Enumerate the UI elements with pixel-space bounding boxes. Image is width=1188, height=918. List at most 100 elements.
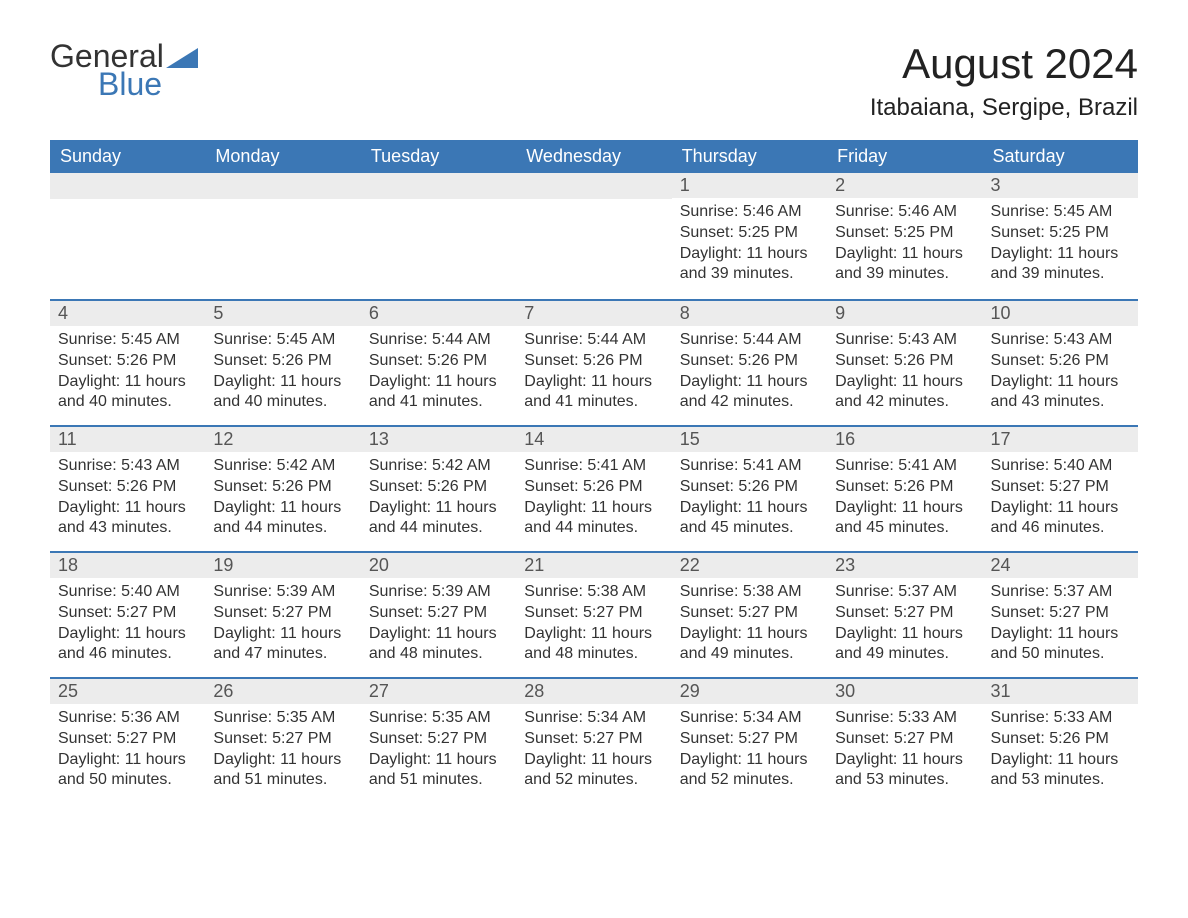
day-header-cell: Thursday xyxy=(672,140,827,173)
day-body: Sunrise: 5:41 AMSunset: 5:26 PMDaylight:… xyxy=(827,452,982,549)
day-body: Sunrise: 5:45 AMSunset: 5:26 PMDaylight:… xyxy=(205,326,360,423)
day-cell: 30Sunrise: 5:33 AMSunset: 5:27 PMDayligh… xyxy=(827,679,982,803)
week-row: 25Sunrise: 5:36 AMSunset: 5:27 PMDayligh… xyxy=(50,677,1138,803)
daylight-text: Daylight: 11 hours and 53 minutes. xyxy=(991,750,1130,792)
daylight-text: Daylight: 11 hours and 48 minutes. xyxy=(369,624,508,666)
day-cell: 6Sunrise: 5:44 AMSunset: 5:26 PMDaylight… xyxy=(361,301,516,425)
day-number: 1 xyxy=(672,173,827,198)
day-number: 29 xyxy=(672,679,827,704)
sunrise-text: Sunrise: 5:40 AM xyxy=(991,456,1130,477)
daylight-text: Daylight: 11 hours and 51 minutes. xyxy=(213,750,352,792)
sunset-text: Sunset: 5:27 PM xyxy=(369,603,508,624)
day-number: 21 xyxy=(516,553,671,578)
day-number: 24 xyxy=(983,553,1138,578)
sunrise-text: Sunrise: 5:35 AM xyxy=(369,708,508,729)
sunset-text: Sunset: 5:25 PM xyxy=(991,223,1130,244)
day-number: 17 xyxy=(983,427,1138,452)
day-cell: 3Sunrise: 5:45 AMSunset: 5:25 PMDaylight… xyxy=(983,173,1138,299)
day-body: Sunrise: 5:41 AMSunset: 5:26 PMDaylight:… xyxy=(672,452,827,549)
day-number: 14 xyxy=(516,427,671,452)
daylight-text: Daylight: 11 hours and 42 minutes. xyxy=(835,372,974,414)
day-cell: 15Sunrise: 5:41 AMSunset: 5:26 PMDayligh… xyxy=(672,427,827,551)
sunset-text: Sunset: 5:26 PM xyxy=(991,729,1130,750)
sunset-text: Sunset: 5:26 PM xyxy=(369,351,508,372)
sunrise-text: Sunrise: 5:34 AM xyxy=(680,708,819,729)
daylight-text: Daylight: 11 hours and 41 minutes. xyxy=(524,372,663,414)
day-header-cell: Friday xyxy=(827,140,982,173)
week-row: 18Sunrise: 5:40 AMSunset: 5:27 PMDayligh… xyxy=(50,551,1138,677)
sunrise-text: Sunrise: 5:43 AM xyxy=(58,456,197,477)
day-cell: 9Sunrise: 5:43 AMSunset: 5:26 PMDaylight… xyxy=(827,301,982,425)
day-cell: 26Sunrise: 5:35 AMSunset: 5:27 PMDayligh… xyxy=(205,679,360,803)
day-body: Sunrise: 5:43 AMSunset: 5:26 PMDaylight:… xyxy=(983,326,1138,423)
day-cell xyxy=(516,173,671,299)
daylight-text: Daylight: 11 hours and 46 minutes. xyxy=(991,498,1130,540)
day-body: Sunrise: 5:39 AMSunset: 5:27 PMDaylight:… xyxy=(361,578,516,675)
day-body: Sunrise: 5:40 AMSunset: 5:27 PMDaylight:… xyxy=(50,578,205,675)
daylight-text: Daylight: 11 hours and 39 minutes. xyxy=(835,244,974,286)
daylight-text: Daylight: 11 hours and 52 minutes. xyxy=(524,750,663,792)
day-cell: 16Sunrise: 5:41 AMSunset: 5:26 PMDayligh… xyxy=(827,427,982,551)
page: General Blue August 2024 Itabaiana, Serg… xyxy=(0,0,1188,833)
daylight-text: Daylight: 11 hours and 39 minutes. xyxy=(991,244,1130,286)
day-number: 22 xyxy=(672,553,827,578)
day-cell: 31Sunrise: 5:33 AMSunset: 5:26 PMDayligh… xyxy=(983,679,1138,803)
daylight-text: Daylight: 11 hours and 40 minutes. xyxy=(213,372,352,414)
day-cell: 29 Sunrise: 5:34 AMSunset: 5:27 PMDayligh… xyxy=(672,679,827,803)
sunset-text: Sunset: 5:27 PM xyxy=(835,729,974,750)
daylight-text: Daylight: 11 hours and 49 minutes. xyxy=(835,624,974,666)
sunrise-text: Sunrise: 5:45 AM xyxy=(991,202,1130,223)
sunset-text: Sunset: 5:27 PM xyxy=(680,729,819,750)
day-cell: 20Sunrise: 5:39 AMSunset: 5:27 PMDayligh… xyxy=(361,553,516,677)
sunset-text: Sunset: 5:27 PM xyxy=(213,729,352,750)
day-body: Sunrise: 5:37 AMSunset: 5:27 PMDaylight:… xyxy=(827,578,982,675)
day-body: Sunrise: 5:41 AMSunset: 5:26 PMDaylight:… xyxy=(516,452,671,549)
sunrise-text: Sunrise: 5:46 AM xyxy=(835,202,974,223)
day-number: 31 xyxy=(983,679,1138,704)
day-body: Sunrise: 5:46 AMSunset: 5:25 PMDaylight:… xyxy=(827,198,982,295)
sunrise-text: Sunrise: 5:41 AM xyxy=(835,456,974,477)
day-header-cell: Wednesday xyxy=(516,140,671,173)
day-cell: 11Sunrise: 5:43 AMSunset: 5:26 PMDayligh… xyxy=(50,427,205,551)
day-body: Sunrise: 5:42 AMSunset: 5:26 PMDaylight:… xyxy=(205,452,360,549)
daylight-text: Daylight: 11 hours and 46 minutes. xyxy=(58,624,197,666)
weeks-container: 1Sunrise: 5:46 AMSunset: 5:25 PMDaylight… xyxy=(50,173,1138,803)
day-number xyxy=(50,173,205,199)
day-cell: 14Sunrise: 5:41 AMSunset: 5:26 PMDayligh… xyxy=(516,427,671,551)
sunset-text: Sunset: 5:26 PM xyxy=(680,351,819,372)
day-cell: 22Sunrise: 5:38 AMSunset: 5:27 PMDayligh… xyxy=(672,553,827,677)
day-cell: 7Sunrise: 5:44 AMSunset: 5:26 PMDaylight… xyxy=(516,301,671,425)
day-cell xyxy=(361,173,516,299)
day-body: Sunrise: 5:39 AMSunset: 5:27 PMDaylight:… xyxy=(205,578,360,675)
sunrise-text: Sunrise: 5:45 AM xyxy=(58,330,197,351)
day-cell: 8Sunrise: 5:44 AMSunset: 5:26 PMDaylight… xyxy=(672,301,827,425)
day-cell xyxy=(50,173,205,299)
day-body: Sunrise: 5:43 AMSunset: 5:26 PMDaylight:… xyxy=(50,452,205,549)
sunrise-text: Sunrise: 5:41 AM xyxy=(680,456,819,477)
day-cell: 5Sunrise: 5:45 AMSunset: 5:26 PMDaylight… xyxy=(205,301,360,425)
daylight-text: Daylight: 11 hours and 50 minutes. xyxy=(991,624,1130,666)
sunset-text: Sunset: 5:27 PM xyxy=(835,603,974,624)
sunset-text: Sunset: 5:26 PM xyxy=(835,477,974,498)
logo-triangle-icon xyxy=(166,48,198,68)
sunrise-text: Sunrise: 5:44 AM xyxy=(680,330,819,351)
sunset-text: Sunset: 5:27 PM xyxy=(991,603,1130,624)
sunrise-text: Sunrise: 5:43 AM xyxy=(835,330,974,351)
day-body: Sunrise: 5:38 AMSunset: 5:27 PMDaylight:… xyxy=(672,578,827,675)
day-number: 2 xyxy=(827,173,982,198)
daylight-text: Daylight: 11 hours and 44 minutes. xyxy=(524,498,663,540)
sunrise-text: Sunrise: 5:42 AM xyxy=(213,456,352,477)
day-number: 6 xyxy=(361,301,516,326)
day-number: 26 xyxy=(205,679,360,704)
daylight-text: Daylight: 11 hours and 39 minutes. xyxy=(680,244,819,286)
daylight-text: Daylight: 11 hours and 43 minutes. xyxy=(991,372,1130,414)
day-body: Sunrise: 5:34 AMSunset: 5:27 PMDaylight:… xyxy=(516,704,671,801)
sunrise-text: Sunrise: 5:37 AM xyxy=(991,582,1130,603)
day-number: 7 xyxy=(516,301,671,326)
day-number: 5 xyxy=(205,301,360,326)
day-body: Sunrise: 5:45 AMSunset: 5:25 PMDaylight:… xyxy=(983,198,1138,295)
sunrise-text: Sunrise: 5:44 AM xyxy=(524,330,663,351)
day-cell: 19Sunrise: 5:39 AMSunset: 5:27 PMDayligh… xyxy=(205,553,360,677)
sunset-text: Sunset: 5:26 PM xyxy=(835,351,974,372)
daylight-text: Daylight: 11 hours and 52 minutes. xyxy=(680,750,819,792)
